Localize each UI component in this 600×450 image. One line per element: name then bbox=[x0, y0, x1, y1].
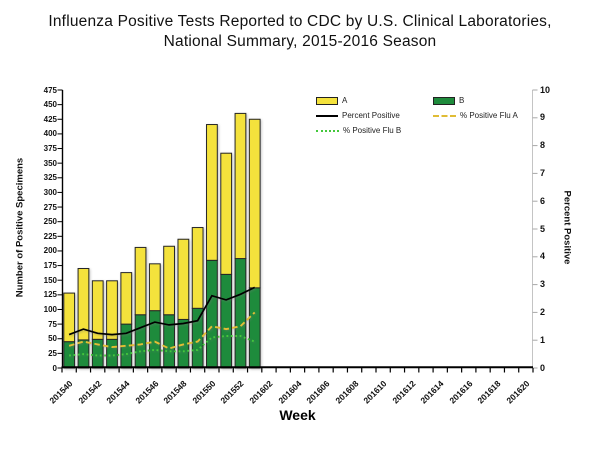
y-left-tick-label: 425 bbox=[43, 114, 57, 124]
y-left-tick-label: 100 bbox=[43, 304, 57, 314]
bar-segment-a bbox=[106, 280, 118, 340]
stacked-bar-week-201549 bbox=[191, 227, 204, 369]
legend-swatch-bar-icon bbox=[316, 96, 338, 105]
chart-title-line2: National Summary, 2015-2016 Season bbox=[163, 33, 437, 50]
stacked-bar-week-201547 bbox=[163, 245, 175, 369]
chart-title-line1: Influenza Positive Tests Reported to CDC… bbox=[48, 13, 552, 30]
bar-segment-b bbox=[163, 314, 175, 369]
legend-item: % Positive Flu B bbox=[316, 126, 433, 135]
bar-segment-b bbox=[106, 338, 118, 369]
bar-segment-a bbox=[134, 246, 147, 316]
y-left-tick-label: 400 bbox=[43, 129, 57, 139]
legend-swatch-line-dashed-icon bbox=[433, 114, 456, 117]
legend-item: A bbox=[316, 96, 433, 105]
bar-segment-a bbox=[120, 272, 133, 325]
y-left-tick-label: 325 bbox=[43, 173, 57, 183]
bar-segment-b bbox=[191, 307, 204, 369]
stacked-bar-week-201548 bbox=[177, 238, 190, 369]
legend-swatch-line-dotted-icon bbox=[316, 129, 339, 132]
bar-segment-a bbox=[63, 292, 76, 343]
bar-segment-a bbox=[91, 280, 104, 340]
y-left-tick-label: 200 bbox=[43, 246, 57, 256]
bar-segment-b bbox=[248, 287, 261, 369]
legend-label: % Positive Flu A bbox=[460, 111, 518, 120]
legend-label: % Positive Flu B bbox=[343, 126, 402, 135]
y-left-tick-label: 75 bbox=[48, 319, 57, 329]
legend-label: B bbox=[459, 96, 465, 105]
bar-segment-a bbox=[148, 263, 161, 312]
y-right-tick-label: 5 bbox=[540, 223, 546, 234]
y-right-tick-label: 7 bbox=[540, 167, 546, 178]
stacked-bar-week-201541 bbox=[77, 268, 90, 369]
legend-item: % Positive Flu A bbox=[433, 111, 543, 120]
bar-segment-a bbox=[163, 245, 175, 316]
chart-title: Influenza Positive Tests Reported to CDC… bbox=[0, 12, 600, 52]
bar-segment-b bbox=[206, 259, 218, 369]
y-left-tick-label: 450 bbox=[43, 100, 57, 110]
y-axis-right-title: Percent Positive bbox=[561, 190, 573, 265]
bar-segment-b bbox=[234, 258, 247, 369]
y-axis-left-tick-labels: 0 25 50 75 100 125 150 175 200 225 250 275 300 325 350… bbox=[0, 86, 57, 373]
stacked-bar-week-201546 bbox=[148, 263, 161, 369]
stacked-bar-week-201552 bbox=[234, 112, 247, 369]
y-left-tick-label: 25 bbox=[48, 348, 57, 358]
chart-legend: A B Percent Positive % Positive Flu A % Posi… bbox=[316, 93, 543, 138]
y-left-tick-label: 300 bbox=[43, 187, 57, 197]
y-right-tick-label: 10 bbox=[540, 84, 551, 95]
y-left-tick-label: 350 bbox=[43, 158, 57, 168]
y-left-tick-label: 225 bbox=[43, 231, 57, 241]
y-left-tick-label: 475 bbox=[43, 85, 57, 95]
legend-label: Percent Positive bbox=[342, 111, 400, 120]
y-right-tick-label: 8 bbox=[540, 140, 546, 151]
legend-item: Percent Positive bbox=[316, 111, 433, 120]
y-right-tick-label: 2 bbox=[540, 306, 546, 317]
legend-item: B bbox=[433, 96, 543, 105]
line-percent-positive bbox=[68, 286, 256, 336]
y-left-tick-label: 0 bbox=[52, 363, 57, 373]
legend-swatch-bar-icon bbox=[433, 96, 455, 105]
bar-segment-a bbox=[206, 124, 218, 261]
legend-label: A bbox=[342, 96, 348, 105]
y-right-tick-label: 4 bbox=[540, 251, 546, 262]
bar-segment-a bbox=[77, 268, 90, 341]
y-right-tick-label: 0 bbox=[540, 362, 546, 373]
y-right-tick-label: 9 bbox=[540, 112, 546, 123]
y-left-tick-label: 250 bbox=[43, 217, 57, 227]
bar-segment-a bbox=[248, 118, 261, 289]
bar-segment-a bbox=[177, 238, 190, 320]
y-right-tick-label: 1 bbox=[540, 334, 546, 345]
y-left-tick-label: 125 bbox=[43, 290, 57, 300]
stacked-bar-week-201601 bbox=[248, 118, 261, 369]
stacked-bar-week-201550 bbox=[206, 124, 218, 369]
stacked-bar-week-201545 bbox=[134, 246, 147, 369]
line-positive-flu-a bbox=[68, 311, 256, 350]
stacked-bar-week-201543 bbox=[106, 280, 118, 369]
x-axis-title: Week bbox=[279, 407, 316, 423]
plot-area bbox=[57, 89, 538, 373]
bar-segment-a bbox=[220, 152, 233, 275]
stacked-bar-week-201542 bbox=[91, 280, 104, 369]
bar-segment-a bbox=[234, 112, 247, 260]
bar-segment-a bbox=[191, 227, 204, 309]
stacked-bar-week-201540 bbox=[63, 292, 76, 369]
y-left-tick-label: 150 bbox=[43, 275, 57, 285]
bar-segment-b bbox=[148, 310, 161, 369]
y-left-tick-label: 50 bbox=[48, 334, 57, 344]
line-positive-flu-b bbox=[69, 335, 256, 357]
y-right-tick-label: 6 bbox=[540, 195, 546, 206]
y-left-tick-label: 375 bbox=[43, 144, 57, 154]
y-left-tick-label: 175 bbox=[43, 261, 57, 271]
y-right-tick-label: 3 bbox=[540, 279, 546, 290]
axes bbox=[57, 89, 538, 373]
y-left-tick-label: 275 bbox=[43, 202, 57, 212]
legend-swatch-line-solid-icon bbox=[316, 114, 338, 117]
y-axis-right-tick-labels: 0 1 2 3 4 5 6 7 8 9 10 bbox=[540, 85, 560, 373]
bar-segment-b bbox=[134, 314, 147, 369]
bar-segment-b bbox=[220, 273, 233, 369]
